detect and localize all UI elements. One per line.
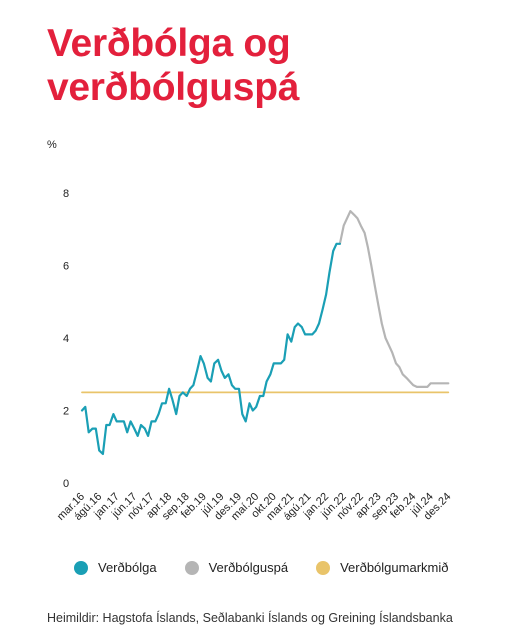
chart-title-line-2: verðbólguspá	[47, 66, 300, 109]
legend-swatch-target	[316, 560, 331, 575]
y-tick-label: 4	[63, 333, 69, 345]
legend-item-inflation: Verðbólga	[74, 560, 157, 575]
y-tick-label: 0	[63, 478, 69, 490]
legend-item-target: Verðbólgumarkmið	[316, 560, 448, 575]
legend-swatch-forecast	[184, 560, 199, 575]
y-axis-ticks: 0 2 4 6 8	[63, 188, 69, 490]
y-tick-label: 8	[63, 188, 69, 200]
legend-item-forecast: Verðbólguspá	[184, 560, 289, 575]
legend-label-target: Verðbólgumarkmið	[340, 560, 449, 575]
series-line-inflation	[80, 242, 341, 456]
chart-legend: Verðbólga Verðbólguspá Verðbólgumarkmið	[74, 560, 476, 575]
chart-title-line-1: Verðbólga og	[47, 22, 291, 65]
x-axis-ticks: mar.16ágú.16jan.17jún.17nóv.17apr.18sep.…	[55, 491, 454, 523]
y-axis-unit-label: %	[47, 139, 57, 151]
legend-label-forecast: Verðbólguspá	[208, 560, 289, 575]
legend-label-inflation: Verðbólga	[98, 560, 157, 575]
chart-title: Verðbólga og verðbólguspá	[47, 22, 487, 110]
series-line-forecast	[338, 210, 450, 388]
y-tick-label: 6	[63, 261, 69, 273]
legend-swatch-inflation	[74, 560, 88, 575]
source-note: Heimildir: Hagstofa Íslands, Seðlabanki …	[47, 611, 453, 625]
line-chart: % 0 2 4 6 8 mar.16ágú.16jan.17jún.17nóv.17ap…	[47, 139, 454, 523]
series-layer	[80, 210, 450, 456]
y-tick-label: 2	[63, 406, 69, 418]
